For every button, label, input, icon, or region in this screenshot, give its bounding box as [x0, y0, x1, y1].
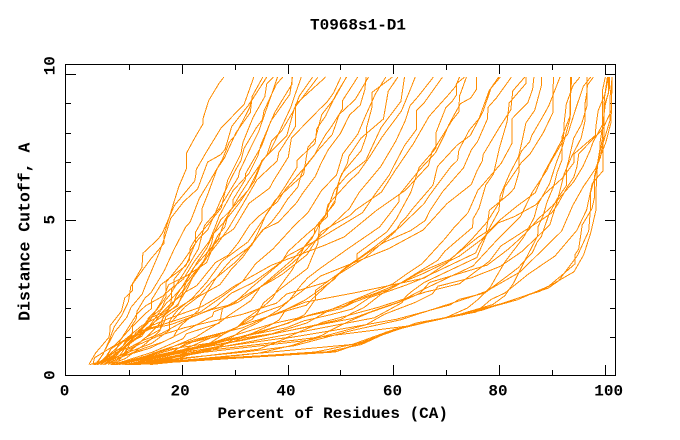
svg-text:0: 0	[42, 370, 60, 380]
svg-text:20: 20	[170, 383, 189, 401]
svg-text:Percent of Residues (CA): Percent of Residues (CA)	[218, 405, 448, 423]
svg-text:5: 5	[42, 215, 60, 225]
svg-text:60: 60	[383, 383, 402, 401]
svg-text:T0968s1-D1: T0968s1-D1	[310, 17, 406, 35]
svg-text:100: 100	[594, 383, 623, 401]
svg-text:40: 40	[276, 383, 295, 401]
svg-text:Distance Cutoff, A: Distance Cutoff, A	[16, 143, 35, 321]
svg-text:0: 0	[60, 383, 70, 401]
svg-text:80: 80	[488, 383, 507, 401]
svg-text:10: 10	[42, 56, 60, 75]
